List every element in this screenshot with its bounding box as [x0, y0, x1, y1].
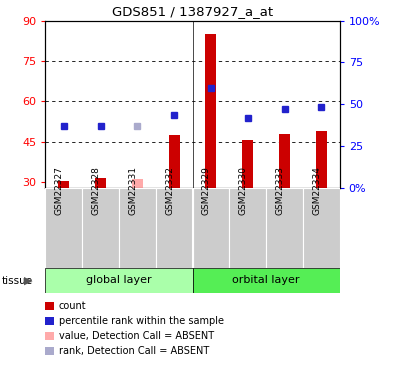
- Text: GSM22329: GSM22329: [202, 166, 211, 215]
- Text: value, Detection Call = ABSENT: value, Detection Call = ABSENT: [59, 331, 214, 340]
- Bar: [193, 188, 229, 268]
- Text: GSM22331: GSM22331: [128, 166, 137, 215]
- Text: GSM22332: GSM22332: [165, 166, 174, 215]
- Bar: [132, 179, 143, 188]
- Bar: [205, 34, 216, 188]
- Bar: [169, 135, 180, 188]
- Bar: [266, 188, 303, 268]
- Text: count: count: [59, 301, 87, 310]
- Bar: [279, 134, 290, 188]
- Text: GSM22328: GSM22328: [92, 166, 101, 215]
- Bar: [156, 188, 193, 268]
- Title: GDS851 / 1387927_a_at: GDS851 / 1387927_a_at: [112, 5, 273, 18]
- Bar: [242, 140, 253, 188]
- Text: GSM22334: GSM22334: [312, 166, 321, 215]
- Bar: [193, 268, 340, 292]
- Text: rank, Detection Call = ABSENT: rank, Detection Call = ABSENT: [59, 346, 209, 355]
- Text: orbital layer: orbital layer: [232, 275, 300, 285]
- Bar: [229, 188, 266, 268]
- Text: GSM22327: GSM22327: [55, 166, 64, 215]
- Bar: [95, 178, 106, 188]
- Bar: [58, 181, 70, 188]
- Text: ▶: ▶: [24, 276, 33, 285]
- Bar: [316, 131, 327, 188]
- Bar: [303, 188, 340, 268]
- Text: tissue: tissue: [2, 276, 33, 285]
- Bar: [45, 268, 193, 292]
- Text: global layer: global layer: [86, 275, 152, 285]
- Bar: [45, 188, 82, 268]
- Text: GSM22330: GSM22330: [239, 166, 248, 215]
- Text: percentile rank within the sample: percentile rank within the sample: [59, 316, 224, 326]
- Bar: [82, 188, 119, 268]
- Text: GSM22333: GSM22333: [276, 166, 284, 215]
- Bar: [119, 188, 156, 268]
